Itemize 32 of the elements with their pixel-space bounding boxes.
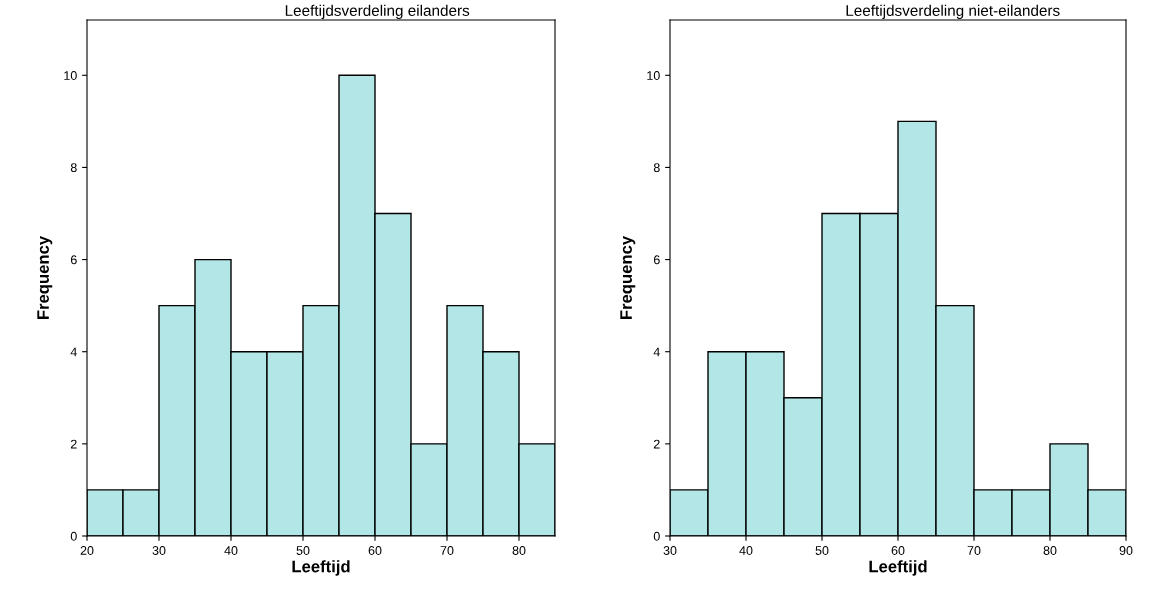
chart-title: Leeftijdsverdeling eilanders: [285, 4, 470, 19]
x-tick-label: 50: [296, 546, 310, 555]
x-tick-label: 40: [739, 546, 753, 555]
y-tick-label: 0: [653, 531, 660, 541]
x-tick-label: 70: [440, 546, 454, 555]
x-tick-label: 20: [80, 546, 94, 555]
x-tick-label: 80: [1043, 546, 1057, 555]
y-tick-label: 6: [653, 255, 660, 265]
x-tick-label: 30: [663, 546, 677, 555]
y-tick-label: 4: [653, 347, 660, 357]
x-tick-label: 90: [1119, 546, 1133, 555]
x-tick-label: 30: [152, 546, 166, 555]
y-tick-label: 8: [70, 163, 77, 173]
x-tick-label: 80: [512, 546, 526, 555]
y-axis-title: Frequency: [620, 235, 636, 320]
y-tick-label: 8: [653, 163, 660, 173]
y-tick-label: 6: [70, 255, 77, 265]
y-tick-label: 4: [70, 347, 77, 357]
y-tick-label: 10: [64, 71, 77, 80]
y-tick-label: 10: [647, 71, 660, 80]
x-tick-label: 50: [815, 546, 829, 555]
y-tick-label: 0: [70, 531, 77, 541]
x-tick-label: 40: [224, 546, 238, 555]
x-tick-label: 60: [891, 546, 905, 555]
y-axis-title: Frequency: [37, 235, 53, 320]
x-tick-label: 60: [368, 546, 382, 555]
x-axis-title: Leeftijd: [292, 560, 350, 576]
x-tick-label: 70: [967, 546, 981, 555]
y-tick-label: 2: [653, 439, 660, 449]
chart-title: Leeftijdsverdeling niet-eilanders: [846, 4, 1060, 19]
x-axis-title: Leeftijd: [869, 560, 927, 576]
y-tick-label: 2: [70, 439, 77, 449]
